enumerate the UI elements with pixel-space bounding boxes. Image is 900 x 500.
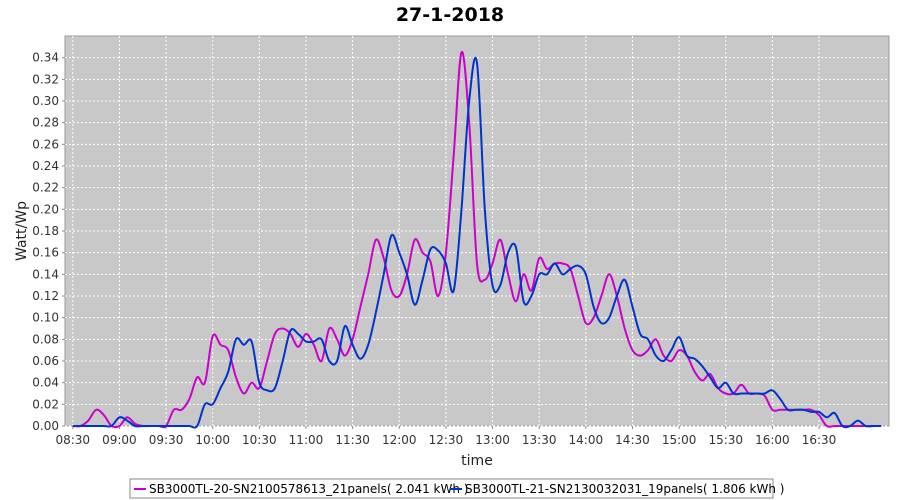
y-tick-label: 0.00 xyxy=(32,419,59,433)
y-tick-label: 0.18 xyxy=(32,224,59,238)
y-tick-label: 0.08 xyxy=(32,332,59,346)
x-tick-label: 13:00 xyxy=(475,433,510,447)
x-tick-label: 15:30 xyxy=(708,433,743,447)
y-tick-label: 0.02 xyxy=(32,397,59,411)
x-tick-label: 09:30 xyxy=(149,433,184,447)
y-tick-label: 0.04 xyxy=(32,376,59,390)
y-tick-label: 0.06 xyxy=(32,354,59,368)
y-tick-label: 0.26 xyxy=(32,137,59,151)
axis-ticks: 0.00 0.02 0.04 0.06 0.08 0.10 0.12 0.14 0.16 0.18… xyxy=(32,51,836,447)
x-tick-label: 15:00 xyxy=(662,433,697,447)
x-tick-label: 12:00 xyxy=(382,433,417,447)
y-tick-label: 0.22 xyxy=(32,181,59,195)
x-tick-label: 12:30 xyxy=(429,433,464,447)
x-tick-label: 14:00 xyxy=(569,433,604,447)
y-tick-label: 0.20 xyxy=(32,202,59,216)
legend-label: SB3000TL-21-SN2130032031_19panels( 1.806… xyxy=(465,482,784,496)
x-tick-label: 08:30 xyxy=(55,433,90,447)
legend-label: SB3000TL-20-SN2100578613_21panels( 2.041… xyxy=(149,482,468,496)
y-axis-label: Watt/Wp xyxy=(14,201,30,261)
y-tick-label: 0.10 xyxy=(32,311,59,325)
y-tick-label: 0.34 xyxy=(32,51,59,65)
y-tick-label: 0.30 xyxy=(32,94,59,108)
x-tick-label: 11:00 xyxy=(289,433,324,447)
x-tick-label: 14:30 xyxy=(615,433,650,447)
chart-title: 27-1-2018 xyxy=(396,4,504,26)
series-line-1 xyxy=(72,50,882,429)
x-tick-label: 09:00 xyxy=(102,433,137,447)
x-tick-label: 16:30 xyxy=(802,433,837,447)
x-axis-label: time xyxy=(461,453,493,469)
legend: SB3000TL-20-SN2100578613_21panels( 2.041… xyxy=(134,482,784,496)
x-tick-label: 13:30 xyxy=(522,433,557,447)
y-tick-label: 0.14 xyxy=(32,267,59,281)
x-tick-label: 10:30 xyxy=(242,433,277,447)
x-tick-label: 11:30 xyxy=(335,433,370,447)
series-lines xyxy=(72,50,882,429)
y-tick-label: 0.28 xyxy=(32,116,59,130)
x-tick-label: 10:00 xyxy=(195,433,230,447)
y-tick-label: 0.32 xyxy=(32,72,59,86)
y-tick-label: 0.12 xyxy=(32,289,59,303)
y-tick-label: 0.16 xyxy=(32,246,59,260)
x-tick-label: 16:00 xyxy=(755,433,790,447)
y-tick-label: 0.24 xyxy=(32,159,59,173)
series-line-2 xyxy=(72,56,882,429)
